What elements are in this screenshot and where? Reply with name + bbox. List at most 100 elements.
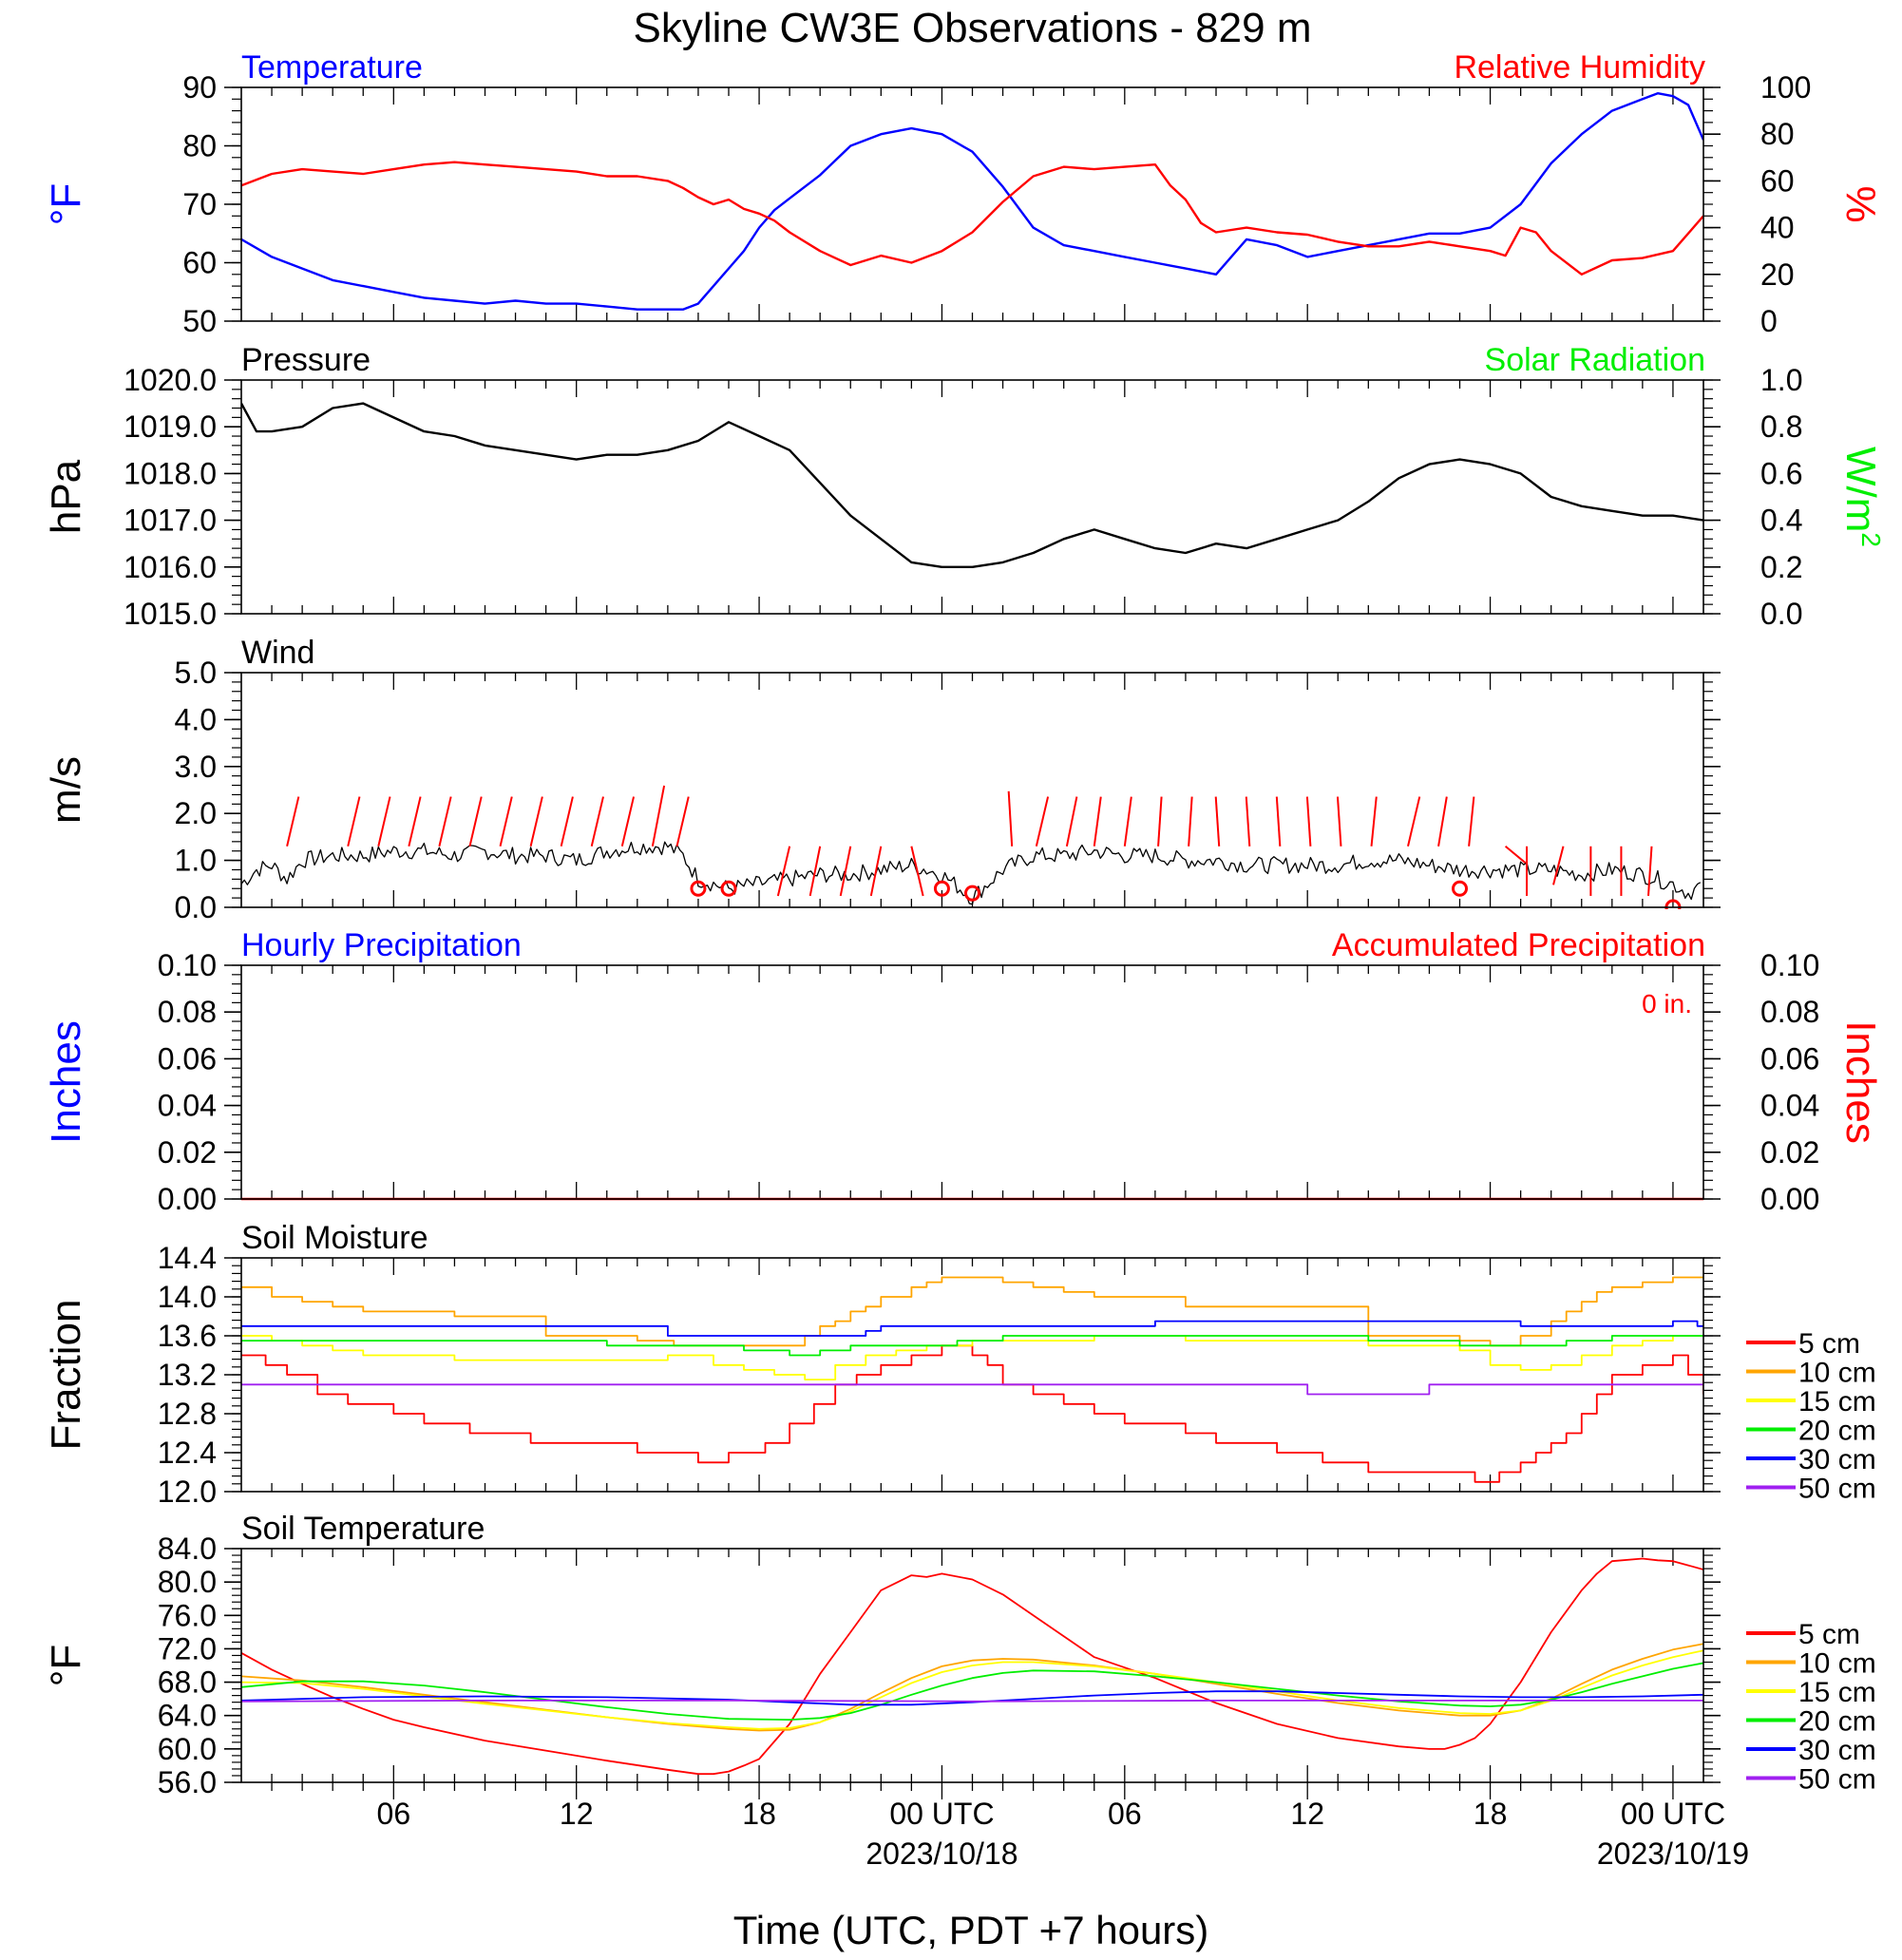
wind-barb bbox=[675, 796, 690, 847]
y-tick-label: 1020.0 bbox=[124, 363, 217, 397]
y-tick-label-right: 0.06 bbox=[1760, 1041, 1819, 1075]
series-line-30-cm bbox=[241, 1320, 1703, 1337]
wind-barb bbox=[869, 846, 883, 897]
series-line-50-cm bbox=[241, 1700, 1703, 1703]
panel-right-title: Accumulated Precipitation bbox=[1332, 927, 1705, 963]
y-tick-label-right: 100 bbox=[1760, 70, 1811, 105]
wind-barb bbox=[1245, 796, 1251, 847]
y-axis-label-right-text: W/m bbox=[1837, 447, 1884, 532]
legend-label: 15 cm bbox=[1798, 1677, 1876, 1708]
x-tick-label: 00 UTC bbox=[1621, 1797, 1725, 1831]
panel-wind: 0.0 1.0 2.0 3.0 4.0 5.0 Wind m/s bbox=[43, 635, 1721, 924]
y-tick-label: 5.0 bbox=[175, 656, 217, 690]
y-tick-label: 90 bbox=[182, 70, 217, 105]
panel-temp-rh: 50 60 70 80 90 0 20 40 60 80 100 Temperature Relativ… bbox=[43, 49, 1884, 338]
series-line-10-cm bbox=[241, 1276, 1703, 1347]
x-tick-label: 18 bbox=[742, 1797, 776, 1831]
y-tick-label: 1017.0 bbox=[124, 504, 217, 538]
panel-precip: 0.00 0.02 0.04 0.06 0.08 0.10 0.00 0.02 0.04 0.06… bbox=[43, 927, 1884, 1216]
chart-title: Skyline CW3E Observations - 829 m bbox=[633, 5, 1311, 51]
y-tick-label: 3.0 bbox=[175, 750, 217, 784]
wind-barb bbox=[1214, 796, 1221, 847]
y-tick-label: 12.8 bbox=[158, 1397, 217, 1431]
legend-label: 5 cm bbox=[1798, 1328, 1860, 1360]
panel-soil-temperature: 56.060.064.068.072.076.080.084.0 Soil Tem… bbox=[43, 1511, 1876, 1799]
y-tick-label-right: 0.00 bbox=[1760, 1182, 1819, 1216]
series-line-5-cm bbox=[241, 1557, 1703, 1776]
panel-left-title: Hourly Precipitation bbox=[241, 927, 522, 963]
x-tick-date-label: 2023/10/18 bbox=[865, 1836, 1018, 1871]
y-axis-label-left: Inches bbox=[43, 1020, 89, 1144]
series-group bbox=[241, 1276, 1703, 1483]
y-tick-label-right: 0.08 bbox=[1760, 995, 1819, 1029]
y-tick-label: 0.0 bbox=[175, 890, 217, 924]
wind-barb bbox=[1646, 846, 1653, 897]
wind-barb bbox=[529, 796, 543, 847]
wind-barb bbox=[1035, 796, 1050, 847]
y-axis-label-right-text: % bbox=[1837, 185, 1884, 222]
wind-barb bbox=[1275, 796, 1282, 847]
wind-barb bbox=[620, 796, 636, 847]
y-tick-label: 13.2 bbox=[158, 1358, 217, 1392]
wind-barb bbox=[1370, 796, 1378, 847]
series-line-50-cm bbox=[241, 1383, 1703, 1396]
x-tick-label: 18 bbox=[1474, 1797, 1508, 1831]
x-tick-label: 06 bbox=[1108, 1797, 1142, 1831]
panel-left-title: Pressure bbox=[241, 342, 371, 378]
series-line-20-cm bbox=[241, 1335, 1703, 1357]
wind-barb bbox=[377, 796, 391, 847]
wind-barb bbox=[438, 796, 452, 847]
wind-barb bbox=[1552, 846, 1565, 885]
wind-barb bbox=[1093, 796, 1102, 847]
calm-wind-marker bbox=[933, 880, 950, 897]
wind-barb bbox=[560, 796, 574, 847]
y-tick-label-right: 40 bbox=[1760, 211, 1795, 245]
y-tick-label: 0.10 bbox=[158, 948, 217, 982]
series-line-15-cm bbox=[241, 1335, 1703, 1380]
legend-label: 30 cm bbox=[1798, 1444, 1876, 1475]
y-tick-label: 2.0 bbox=[175, 796, 217, 830]
y-tick-label: 76.0 bbox=[158, 1598, 217, 1632]
y-axis-label-right: Inches bbox=[1837, 1020, 1884, 1144]
y-tick-label: 14.4 bbox=[158, 1241, 217, 1275]
y-tick-label: 0.06 bbox=[158, 1041, 217, 1075]
wind-barb bbox=[1123, 796, 1132, 847]
y-axis-label-left: °F bbox=[43, 183, 89, 225]
y-tick-label-right: 0.10 bbox=[1760, 948, 1819, 982]
y-tick-label-right: 0.6 bbox=[1760, 456, 1802, 490]
legend-label: 30 cm bbox=[1798, 1735, 1876, 1766]
y-tick-label: 64.0 bbox=[158, 1699, 217, 1733]
y-tick-label-right: 80 bbox=[1760, 117, 1795, 151]
wind-barb bbox=[347, 796, 361, 847]
y-tick-label: 50 bbox=[182, 304, 217, 338]
panel-right-title: Relative Humidity bbox=[1454, 49, 1705, 86]
y-tick-label: 1.0 bbox=[175, 844, 217, 878]
y-tick-label: 84.0 bbox=[158, 1532, 217, 1566]
wind-barb bbox=[590, 796, 604, 847]
x-axis-label: Time (UTC, PDT +7 hours) bbox=[733, 1908, 1209, 1952]
y-tick-label-right: 0.02 bbox=[1760, 1135, 1819, 1170]
y-tick-label-right: 0.0 bbox=[1760, 597, 1802, 631]
plot-frame bbox=[240, 964, 1704, 1200]
legend-label: 50 cm bbox=[1798, 1474, 1876, 1505]
x-tick-label: 06 bbox=[377, 1797, 411, 1831]
series-line-5-cm bbox=[241, 1344, 1703, 1483]
y-tick-label: 12.4 bbox=[158, 1436, 217, 1470]
y-tick-label-right: 1.0 bbox=[1760, 363, 1802, 397]
calm-wind-marker bbox=[1452, 880, 1468, 897]
y-axis-label-left: hPa bbox=[43, 459, 89, 534]
wind-barb bbox=[1468, 796, 1475, 847]
y-tick-label: 1019.0 bbox=[124, 409, 217, 444]
legend-label: 50 cm bbox=[1798, 1764, 1876, 1796]
series-line-pressure-0 bbox=[241, 402, 1703, 568]
panel-pressure: 1015.0 1016.0 1017.0 1018.0 1019.0 1020.0 0.0 0… bbox=[43, 342, 1886, 631]
y-tick-label-right: 60 bbox=[1760, 163, 1795, 198]
series-line-wind-0 bbox=[241, 841, 1702, 905]
x-tick-label: 00 UTC bbox=[889, 1797, 994, 1831]
legend-label: 15 cm bbox=[1798, 1386, 1876, 1418]
y-tick-label: 60 bbox=[182, 246, 217, 280]
plot-frame bbox=[240, 379, 1704, 615]
wind-barb bbox=[808, 846, 822, 897]
